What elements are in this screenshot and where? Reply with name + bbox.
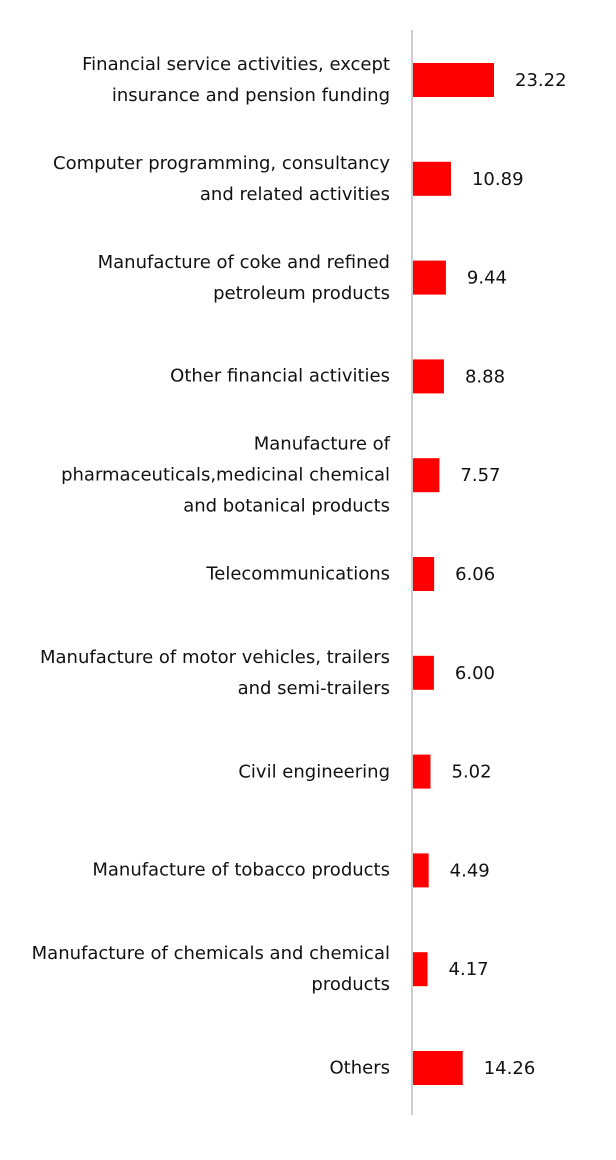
- value-label: 5.02: [452, 762, 492, 783]
- category-label: Computer programming, consultancy and re…: [53, 152, 390, 205]
- bar: [413, 952, 428, 987]
- bar: [413, 853, 429, 888]
- value-label: 8.88: [465, 366, 505, 387]
- category-label: Manufacture of pharmaceuticals,medicinal…: [61, 433, 390, 517]
- value-label: 6.00: [455, 663, 495, 684]
- value-label: 23.22: [515, 70, 567, 91]
- value-label: 4.17: [449, 959, 489, 980]
- bar: [413, 1051, 463, 1085]
- category-label: Others: [329, 1057, 391, 1079]
- bar: [413, 557, 435, 591]
- category-label: Financial service activities, except ins…: [82, 54, 390, 106]
- category-label: Manufacture of chemicals and chemical pr…: [31, 943, 390, 996]
- bar: [413, 260, 446, 295]
- category-label: Manufacture of tobacco products: [92, 859, 390, 881]
- bar: [413, 655, 434, 690]
- bar: [413, 458, 440, 493]
- bar: [413, 754, 431, 789]
- category-label: Civil engineering: [238, 761, 390, 783]
- value-label: 9.44: [467, 268, 507, 289]
- value-label: 10.89: [472, 169, 524, 190]
- value-label: 6.06: [455, 564, 495, 585]
- category-label: Manufacture of coke and refined petroleu…: [97, 251, 390, 304]
- value-label: 14.26: [484, 1058, 536, 1079]
- bar: [413, 359, 444, 394]
- value-label: 7.57: [460, 465, 500, 486]
- bar: [413, 63, 494, 97]
- category-label: Other financial activities: [170, 365, 390, 387]
- category-label: Manufacture of motor vehicles, trailers …: [40, 646, 390, 699]
- bar: [413, 161, 451, 196]
- value-label: 4.49: [450, 860, 490, 881]
- category-label: Telecommunications: [206, 563, 390, 585]
